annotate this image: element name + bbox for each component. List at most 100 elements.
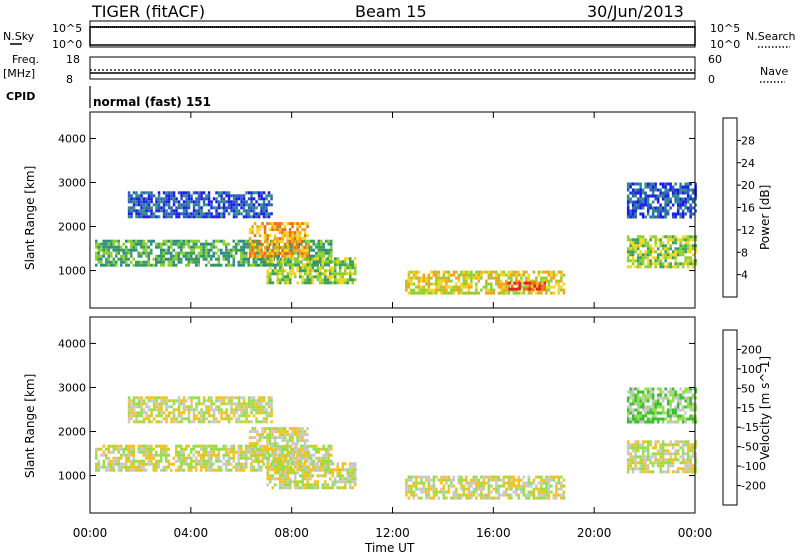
- power-cell: [150, 194, 153, 198]
- velocity-cell: [341, 477, 344, 481]
- velocity-cell: [270, 420, 273, 424]
- power-cell: [235, 248, 238, 252]
- power-cell: [644, 241, 647, 245]
- velocity-cell: [301, 439, 304, 443]
- velocity-cell: [130, 465, 133, 469]
- velocity-cell: [490, 475, 493, 479]
- power-cell: [686, 197, 690, 201]
- power-cell: [475, 291, 478, 295]
- velocity-cell: [242, 456, 245, 460]
- velocity-cell: [664, 443, 667, 447]
- velocity-cell: [324, 468, 327, 472]
- velocity-cell: [671, 390, 675, 394]
- power-cell: [273, 228, 277, 232]
- power-cell: [505, 285, 508, 289]
- velocity-cell: [656, 393, 660, 397]
- velocity-cell: [285, 468, 288, 472]
- velocity-cell: [427, 478, 431, 482]
- velocity-cell: [505, 487, 508, 491]
- power-cell: [260, 257, 263, 261]
- power-cell: [317, 242, 320, 246]
- velocity-cell: [222, 402, 226, 406]
- power-cell: [669, 197, 672, 201]
- power-cell: [276, 249, 279, 253]
- power-cell: [681, 209, 685, 213]
- power-cell: [676, 253, 680, 257]
- velocity-cell: [676, 467, 680, 471]
- velocity-cell: [298, 427, 302, 431]
- power-cell: [631, 253, 635, 257]
- velocity-cell: [634, 440, 637, 444]
- power-cell: [533, 284, 536, 288]
- velocity-cell: [180, 444, 183, 448]
- power-cell: [462, 270, 466, 274]
- power-cell: [322, 248, 325, 252]
- velocity-cell: [420, 478, 423, 482]
- power-cell: [694, 203, 697, 207]
- power-cell: [562, 273, 566, 277]
- power-cell: [634, 188, 637, 192]
- velocity-cell: [170, 405, 173, 409]
- velocity-cell: [145, 444, 148, 448]
- power-cell: [232, 248, 235, 252]
- velocity-cell: [291, 439, 294, 443]
- power-cell: [542, 276, 546, 280]
- power-cell: [334, 266, 337, 270]
- velocity-cell: [187, 405, 191, 409]
- velocity-cell: [207, 465, 210, 469]
- velocity-cell: [140, 420, 143, 424]
- velocity-cell: [336, 474, 339, 478]
- velocity-cell: [631, 408, 635, 412]
- power-cell: [217, 194, 221, 198]
- velocity-cell: [150, 462, 153, 466]
- velocity-cell: [664, 396, 667, 400]
- velocity-cell: [137, 447, 140, 451]
- velocity-cell: [425, 490, 428, 494]
- velocity-cell: [207, 456, 210, 460]
- velocity-cell: [125, 465, 128, 469]
- velocity-cell: [301, 451, 304, 455]
- power-cell: [470, 279, 473, 283]
- power-cell: [301, 269, 304, 273]
- power-cell: [669, 247, 672, 251]
- power-cell: [634, 241, 637, 245]
- velocity-cell: [684, 458, 687, 462]
- velocity-cell: [192, 411, 196, 415]
- power-cell: [320, 254, 323, 258]
- velocity-cell: [442, 493, 446, 497]
- velocity-cell: [510, 496, 513, 500]
- power-cell: [235, 197, 238, 201]
- power-cell: [135, 209, 138, 213]
- power-cell: [324, 263, 327, 267]
- velocity-cell: [157, 411, 161, 415]
- power-cell: [676, 238, 680, 242]
- velocity-cell: [435, 487, 438, 491]
- velocity-cell: [686, 399, 690, 403]
- power-cell: [242, 263, 245, 267]
- power-cell: [304, 269, 307, 273]
- power-cell: [284, 269, 287, 273]
- velocity-cell: [671, 443, 675, 447]
- power-cell: [289, 278, 292, 282]
- power-cell: [684, 259, 687, 263]
- velocity-cell: [666, 449, 670, 453]
- velocity-cell: [646, 408, 650, 412]
- velocity-cell: [192, 420, 196, 424]
- velocity-cell: [242, 414, 246, 418]
- power-cell: [260, 263, 263, 267]
- velocity-cell: [276, 430, 279, 434]
- power-cell: [689, 244, 692, 248]
- power-cell: [276, 237, 279, 241]
- velocity-cell: [689, 417, 692, 421]
- power-cell: [317, 254, 320, 258]
- power-cell: [185, 206, 188, 210]
- power-cell: [265, 260, 268, 264]
- power-cell: [207, 191, 211, 195]
- velocity-cell: [686, 458, 690, 462]
- power-cell: [634, 209, 637, 213]
- power-cell: [242, 203, 246, 207]
- velocity-cell: [455, 490, 458, 494]
- power-cell: [639, 244, 642, 248]
- velocity-cell: [222, 462, 225, 466]
- velocity-cell: [329, 477, 332, 481]
